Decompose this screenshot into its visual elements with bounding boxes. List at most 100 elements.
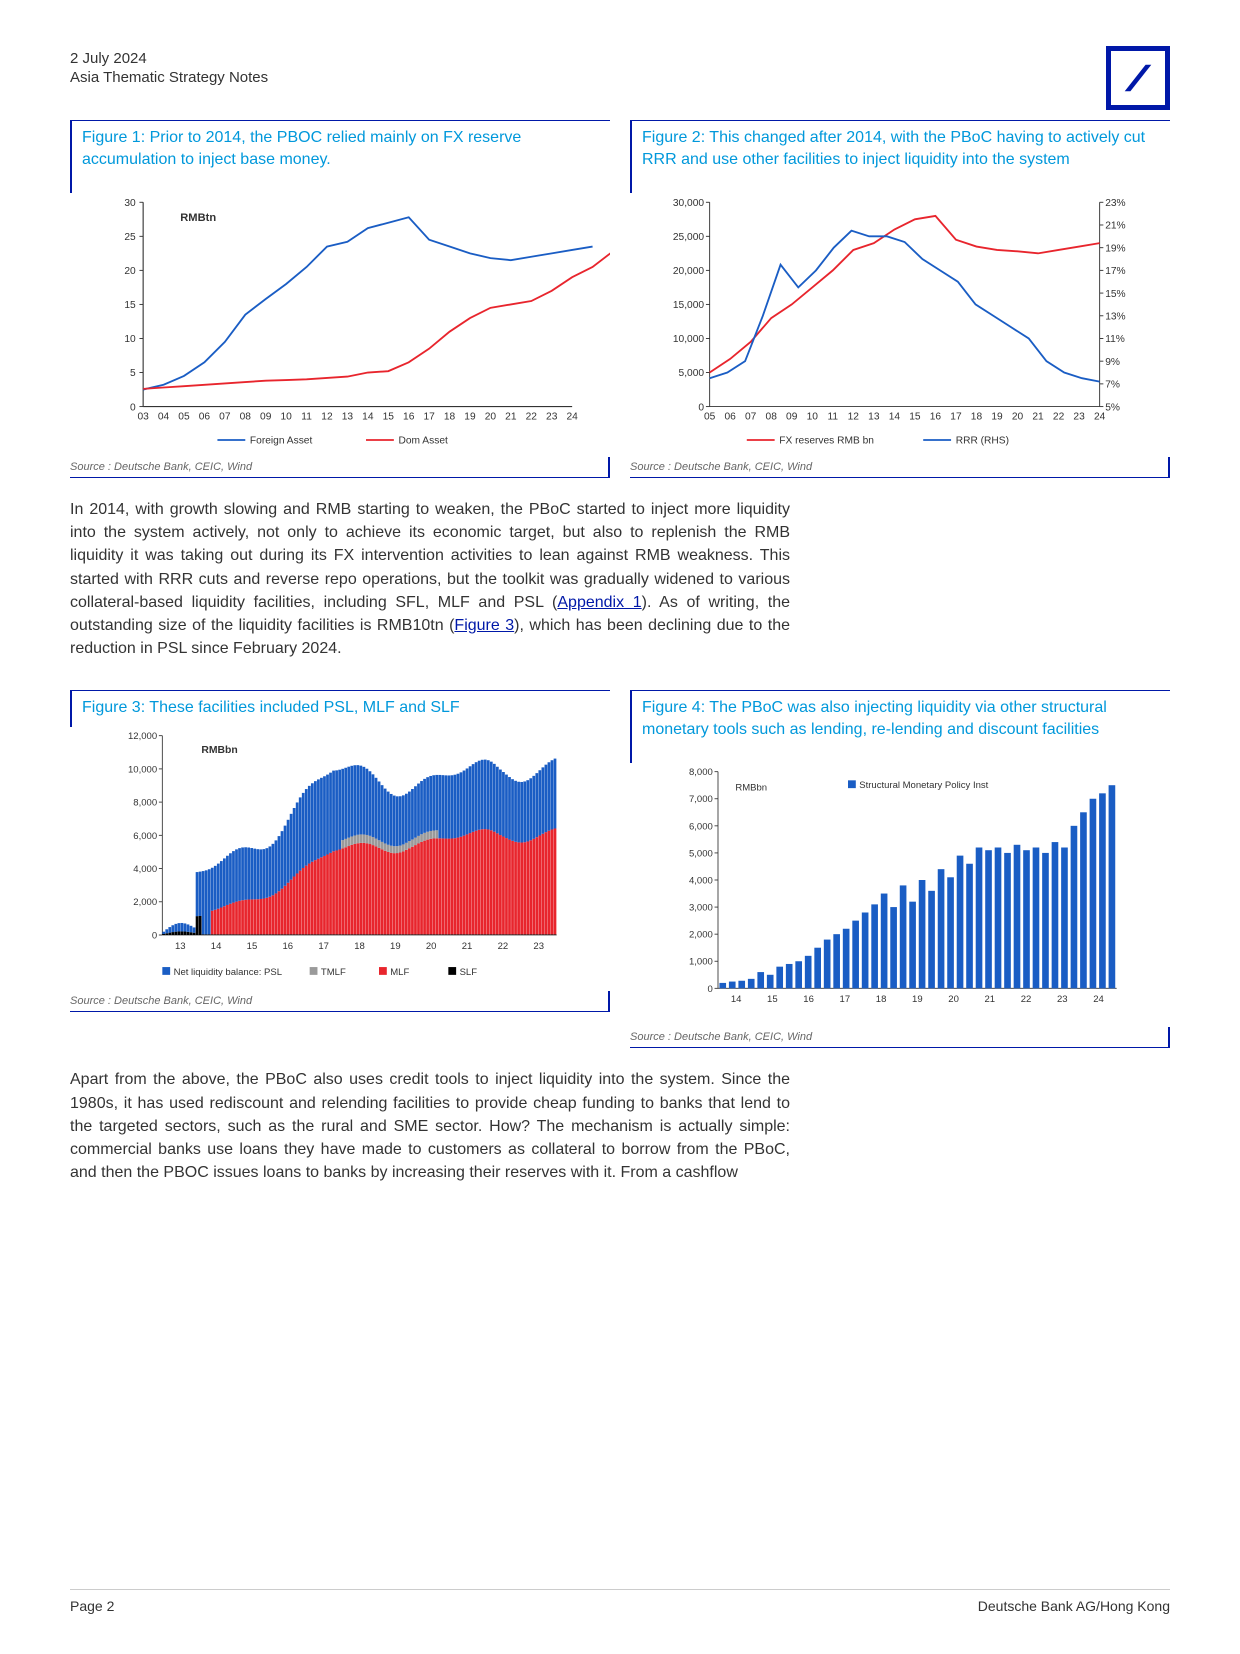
svg-text:16: 16 [803,995,814,1006]
svg-text:20,000: 20,000 [673,266,705,277]
svg-text:RMBbn: RMBbn [201,745,237,756]
svg-text:15%: 15% [1105,289,1125,300]
svg-text:23: 23 [1057,995,1068,1006]
svg-text:14: 14 [731,995,742,1006]
svg-text:25,000: 25,000 [673,232,705,243]
svg-text:Foreign Asset: Foreign Asset [250,436,313,447]
svg-text:15,000: 15,000 [673,300,705,311]
svg-text:19%: 19% [1105,243,1125,254]
svg-text:MLF: MLF [390,967,409,978]
svg-text:13: 13 [868,412,880,423]
svg-text:RMBtn: RMBtn [180,212,216,224]
figure-3: Figure 3: These facilities included PSL,… [70,690,610,1048]
svg-text:17: 17 [840,995,851,1006]
figure-3-source: Source : Deutsche Bank, CEIC, Wind [70,991,610,1012]
svg-text:15: 15 [909,412,921,423]
svg-text:18: 18 [444,412,456,423]
db-logo [1106,46,1170,110]
svg-text:08: 08 [240,412,252,423]
svg-text:10: 10 [280,412,292,423]
svg-text:5,000: 5,000 [679,368,705,379]
svg-text:19: 19 [464,412,476,423]
svg-text:17: 17 [423,412,435,423]
svg-text:21%: 21% [1105,221,1125,232]
svg-text:09: 09 [260,412,272,423]
svg-text:12,000: 12,000 [128,731,157,742]
svg-text:05: 05 [704,412,716,423]
svg-text:13: 13 [175,941,186,952]
paragraph-1: In 2014, with growth slowing and RMB sta… [70,498,790,660]
svg-text:7%: 7% [1105,380,1120,391]
svg-text:30,000: 30,000 [673,198,705,209]
svg-text:1,000: 1,000 [689,957,713,968]
svg-text:12: 12 [321,412,333,423]
svg-text:17: 17 [950,412,962,423]
svg-text:0: 0 [130,402,136,413]
svg-text:11: 11 [828,412,839,423]
svg-text:23: 23 [533,941,544,952]
svg-text:13%: 13% [1105,311,1125,322]
svg-text:5%: 5% [1105,402,1120,413]
appendix-link[interactable]: Appendix 1 [557,594,641,611]
svg-text:Net liquidity balance: PSL: Net liquidity balance: PSL [174,967,282,978]
svg-text:16: 16 [930,412,942,423]
svg-text:15: 15 [383,412,395,423]
svg-text:05: 05 [178,412,190,423]
svg-text:FX reserves RMB bn: FX reserves RMB bn [779,436,874,447]
svg-text:9%: 9% [1105,357,1120,368]
svg-text:24: 24 [566,412,578,423]
footer-entity: Deutsche Bank AG/Hong Kong [978,1598,1170,1614]
figure-1-source: Source : Deutsche Bank, CEIC, Wind [70,457,610,478]
svg-text:2,000: 2,000 [689,930,713,941]
figure-4-source: Source : Deutsche Bank, CEIC, Wind [630,1027,1170,1048]
figure-1: Figure 1: Prior to 2014, the PBOC relied… [70,120,610,478]
svg-text:20: 20 [948,995,959,1006]
svg-text:06: 06 [724,412,736,423]
svg-text:08: 08 [766,412,778,423]
svg-text:TMLF: TMLF [321,967,346,978]
svg-text:RMBbn: RMBbn [735,783,767,794]
figure-4-title: Figure 4: The PBoC was also injecting li… [630,690,1170,763]
figure-4: Figure 4: The PBoC was also injecting li… [630,690,1170,1048]
svg-text:22: 22 [1053,412,1065,423]
svg-text:3,000: 3,000 [689,903,713,914]
svg-text:0: 0 [708,984,713,995]
svg-text:12: 12 [848,412,860,423]
svg-text:11%: 11% [1105,334,1125,345]
svg-text:5: 5 [130,368,136,379]
svg-text:SLF: SLF [460,967,478,978]
svg-text:07: 07 [219,412,231,423]
svg-text:06: 06 [199,412,211,423]
svg-text:21: 21 [1032,412,1044,423]
figure-2: Figure 2: This changed after 2014, with … [630,120,1170,478]
svg-text:20: 20 [426,941,437,952]
svg-text:20: 20 [485,412,497,423]
svg-text:24: 24 [1093,995,1104,1006]
svg-text:4,000: 4,000 [133,864,157,875]
header-date: 2 July 2024 [70,50,1170,67]
svg-text:Structural Monetary Policy Ins: Structural Monetary Policy Inst [859,780,988,791]
svg-text:21: 21 [985,995,996,1006]
svg-text:16: 16 [283,941,294,952]
svg-text:10,000: 10,000 [128,764,157,775]
svg-text:14: 14 [889,412,901,423]
svg-text:23: 23 [546,412,558,423]
svg-text:15: 15 [124,300,136,311]
svg-text:6,000: 6,000 [689,822,713,833]
figure-1-title: Figure 1: Prior to 2014, the PBOC relied… [70,120,610,193]
svg-text:19: 19 [390,941,401,952]
page-number: Page 2 [70,1598,114,1614]
svg-text:6,000: 6,000 [133,831,157,842]
svg-text:17%: 17% [1105,266,1125,277]
svg-text:10: 10 [807,412,819,423]
svg-text:4,000: 4,000 [689,876,713,887]
svg-text:18: 18 [876,995,887,1006]
svg-text:15: 15 [247,941,258,952]
svg-text:10,000: 10,000 [673,334,705,345]
paragraph-2: Apart from the above, the PBoC also uses… [70,1068,790,1184]
figure3-link[interactable]: Figure 3 [454,617,514,634]
svg-text:17: 17 [318,941,329,952]
svg-text:22: 22 [1021,995,1032,1006]
svg-text:7,000: 7,000 [689,795,713,806]
svg-text:18: 18 [354,941,365,952]
